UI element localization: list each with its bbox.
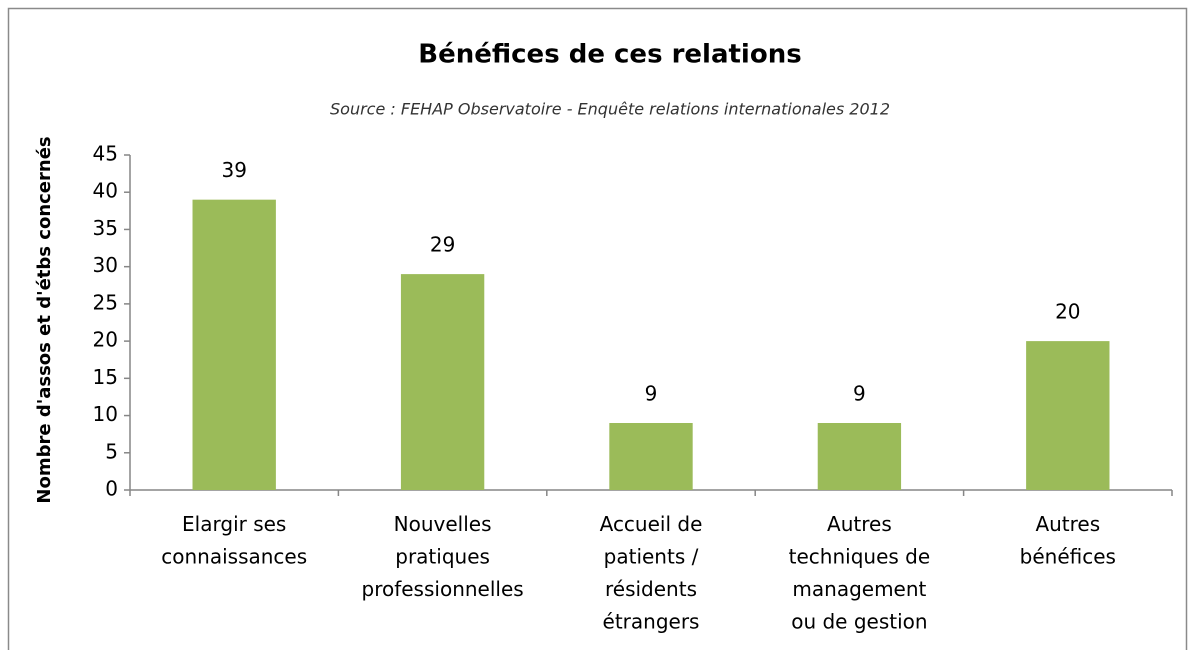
- value-label: 9: [853, 382, 866, 406]
- chart-title: Bénéfices de ces relations: [418, 40, 801, 70]
- bar: [1026, 341, 1110, 490]
- bar: [192, 199, 276, 490]
- value-label: 39: [221, 158, 246, 182]
- bar: [609, 423, 693, 490]
- value-label: 9: [645, 382, 658, 406]
- x-tick-label: Elargir ses connaissances: [161, 512, 307, 569]
- bar: [817, 423, 902, 490]
- y-tick-label: 15: [93, 365, 118, 389]
- y-tick-label: 25: [93, 290, 118, 314]
- y-tick-label: 35: [93, 216, 118, 240]
- x-tick-label: Autres bénéfices: [1020, 512, 1116, 569]
- y-tick-label: 0: [105, 477, 118, 501]
- y-tick-label: 10: [93, 402, 118, 426]
- y-axis-label: Nombre d'assos et d'étbs concernés: [34, 136, 55, 503]
- value-label: 20: [1055, 300, 1080, 324]
- x-tick-label: Nouvelles pratiques professionnelles: [362, 512, 524, 601]
- y-tick-label: 45: [93, 142, 118, 166]
- y-tick-label: 5: [105, 439, 118, 463]
- bar: [400, 274, 485, 490]
- value-label: 29: [430, 233, 455, 257]
- x-tick-label: Autres techniques de management ou de gesti…: [789, 512, 931, 634]
- x-tick-label: Accueil de patients / résidents étrangers: [600, 512, 703, 634]
- chart-subtitle: Source : FEHAP Observatoire - Enquête re…: [330, 100, 890, 119]
- y-tick-label: 40: [93, 179, 118, 203]
- y-tick-label: 30: [93, 253, 118, 277]
- frame: [7, 7, 1188, 650]
- y-tick-label: 20: [93, 328, 118, 352]
